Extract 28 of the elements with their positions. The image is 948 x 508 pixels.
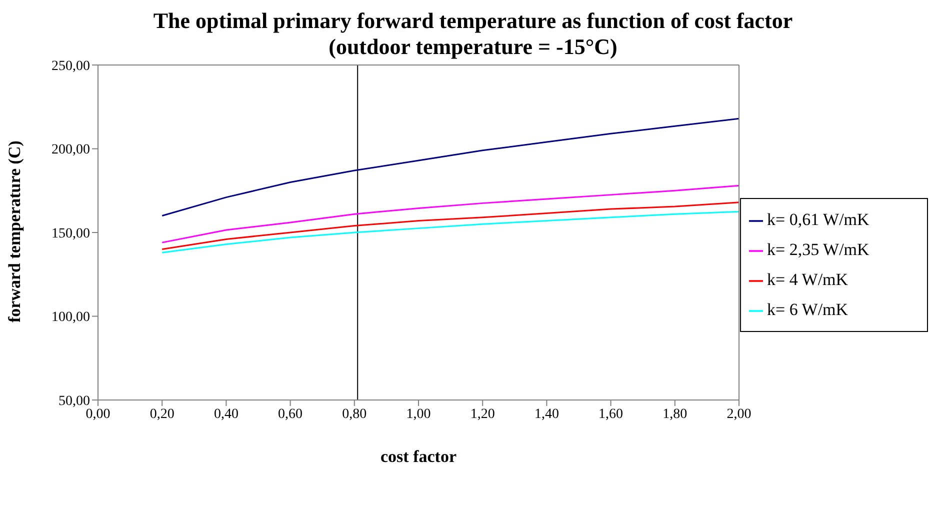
x-tick-label: 1,80	[662, 406, 688, 422]
chart-title: The optimal primary forward temperature as function of cost factor	[152, 8, 794, 34]
chart-subtitle: (outdoor temperature = -15°C)	[328, 34, 618, 60]
x-tick-label: 1,60	[598, 406, 624, 422]
x-tick-label: 2,00	[726, 406, 752, 422]
legend-label: k= 0,61 W/mK	[767, 210, 870, 229]
legend-label: k= 2,35 W/mK	[767, 240, 870, 259]
y-tick-label: 50,00	[58, 394, 90, 409]
x-axis-title: cost factor	[380, 447, 457, 466]
x-tick-label: 1,00	[406, 406, 431, 422]
y-tick-label: 200,00	[52, 142, 90, 158]
line-series	[161, 118, 739, 216]
x-tick-label: 0,80	[342, 406, 367, 422]
x-tick-label: 1,40	[534, 406, 559, 422]
line-series	[161, 184, 739, 244]
x-tick-label: 0,00	[86, 406, 110, 422]
y-axis-title: forward temperature (C)	[5, 140, 24, 322]
line-series	[161, 210, 739, 254]
line-series	[161, 202, 739, 250]
y-tick-label: 250,00	[52, 58, 90, 74]
y-tick-label: 150,00	[52, 226, 90, 242]
x-tick-label: 0,60	[278, 406, 303, 422]
x-tick-label: 0,20	[150, 406, 174, 422]
x-tick-label: 1,20	[470, 406, 495, 422]
y-tick-label: 100,00	[52, 310, 90, 326]
legend-label: k= 6 W/mK	[767, 300, 848, 319]
legend-label: k= 4 W/mK	[767, 270, 848, 289]
x-tick-label: 0,40	[214, 406, 238, 422]
